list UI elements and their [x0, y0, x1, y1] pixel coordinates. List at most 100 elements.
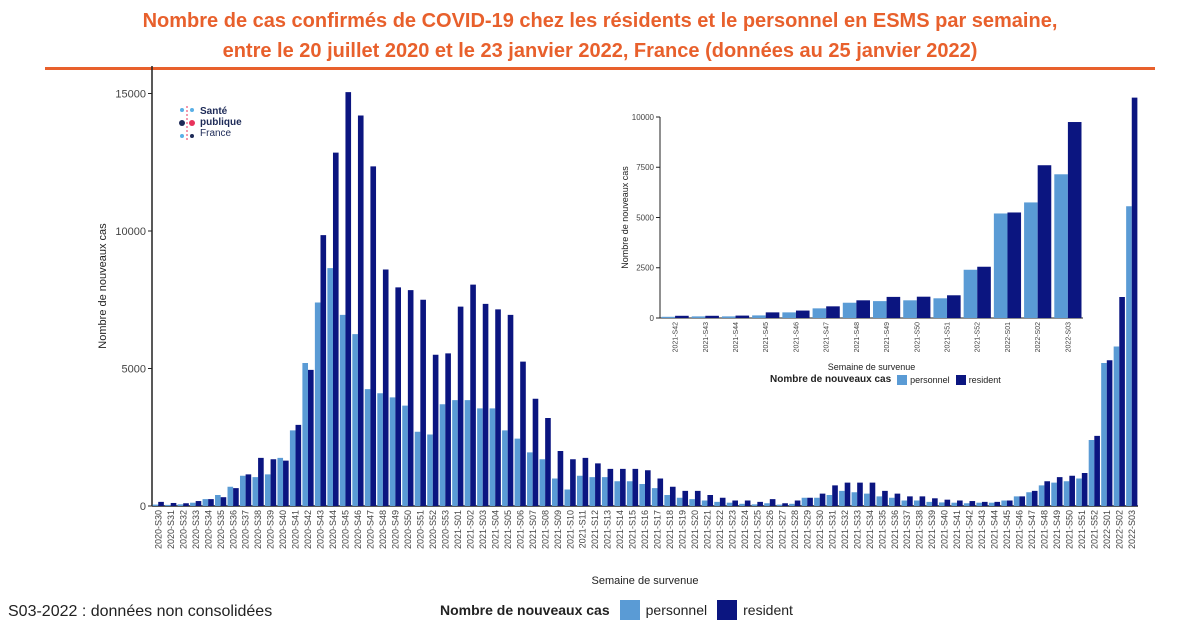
title-line-1: Nombre de cas confirmés de COVID-19 chez…: [142, 10, 1058, 32]
main-bar-personnel: [377, 393, 383, 506]
main-x-tick-label: 2021-S21: [703, 510, 713, 549]
main-x-tick-label: 2020-S34: [203, 510, 213, 549]
main-x-tick-label: 2021-S35: [877, 510, 887, 549]
main-bar-resident: [657, 478, 664, 506]
main-bar-personnel: [177, 504, 184, 506]
main-bar-resident: [1119, 297, 1125, 506]
main-bar-resident: [432, 354, 439, 506]
main-bar-resident: [782, 503, 788, 506]
main-bar-resident: [595, 463, 601, 506]
main-bar-resident: [919, 496, 926, 506]
inset-x-tick-label: 2022-S03: [1065, 322, 1072, 352]
main-bar-resident: [420, 299, 426, 506]
main-bar-resident: [345, 92, 352, 506]
main-x-tick-label: 2021-S38: [915, 510, 925, 549]
main-bar-resident: [932, 498, 938, 506]
main-bar-resident: [1006, 500, 1013, 506]
inset-bar-personnel: [993, 213, 1008, 318]
main-x-tick-label: 2020-S38: [253, 510, 263, 549]
main-bar-resident: [894, 493, 901, 506]
main-bar-personnel: [464, 400, 471, 506]
main-bar-personnel: [951, 502, 958, 506]
main-bar-personnel: [439, 404, 446, 506]
main-bar-resident: [332, 152, 339, 506]
main-x-tick-label: 2021-S30: [815, 510, 825, 549]
main-bar-resident: [732, 500, 738, 506]
main-bar-resident: [969, 501, 976, 506]
main-x-tick-label: 2020-S44: [328, 510, 338, 549]
main-y-tick-label: 0: [140, 501, 146, 513]
main-bar-resident: [819, 493, 826, 506]
main-x-tick-label: 2021-S48: [1040, 510, 1050, 549]
main-bar-resident: [1131, 97, 1138, 506]
main-bar-resident: [1056, 477, 1063, 506]
main-x-tick-label: 2021-S10: [565, 510, 575, 549]
main-x-tick-label: 2020-S35: [216, 510, 226, 549]
legend-title: Nombre de nouveaux cas: [440, 602, 610, 618]
main-bar-resident: [532, 398, 539, 506]
inset-bar-personnel: [812, 308, 827, 318]
inset-bar-personnel: [873, 301, 887, 318]
main-bar-resident: [1106, 360, 1113, 506]
main-x-tick-label: 2021-S34: [865, 510, 875, 549]
inset-bar-personnel: [1054, 174, 1068, 318]
main-bar-resident: [682, 490, 689, 506]
main-bar-resident: [944, 499, 951, 506]
main-x-tick-label: 2021-S08: [540, 510, 550, 549]
main-bar-personnel: [277, 457, 284, 506]
main-bar-resident: [395, 287, 401, 506]
main-x-axis-title: Semaine de survenue: [591, 575, 698, 587]
main-x-tick-label: 2020-S47: [366, 510, 376, 549]
main-x-tick-label: 2020-S50: [403, 510, 413, 549]
main-bar-personnel: [452, 400, 458, 506]
inset-bar-personnel: [721, 316, 736, 318]
inset-x-tick-label: 2021-S52: [975, 322, 982, 352]
main-bar-resident: [195, 501, 202, 506]
main-x-tick-label: 2021-S46: [1015, 510, 1025, 549]
main-bar-resident: [258, 457, 264, 506]
main-bar-personnel: [801, 497, 808, 506]
main-bar-resident: [994, 501, 1001, 506]
main-bar-personnel: [1063, 481, 1070, 506]
main-bar-resident: [520, 361, 526, 506]
main-bar-resident: [744, 500, 751, 506]
main-x-tick-label: 2021-S20: [690, 510, 700, 549]
main-x-tick-label: 2021-S51: [1077, 510, 1087, 549]
main-bar-resident: [407, 290, 414, 506]
main-bar-personnel: [215, 495, 221, 506]
inset-bar-resident: [826, 306, 840, 318]
inset-bar-resident: [977, 266, 991, 318]
main-bar-personnel: [776, 504, 783, 506]
main-bar-personnel: [739, 503, 745, 506]
main-x-tick-label: 2021-S15: [628, 510, 638, 549]
main-bar-personnel: [339, 314, 346, 506]
main-bar-personnel: [676, 497, 683, 506]
main-bar-resident: [370, 166, 377, 506]
inset-x-tick-label: 2021-S42: [673, 322, 680, 352]
main-x-tick-label: 2020-S45: [341, 510, 351, 549]
main-bar-resident: [694, 490, 701, 506]
main-bar-personnel: [851, 492, 858, 506]
main-x-tick-label: 2021-S11: [578, 510, 588, 548]
main-x-tick-label: 2021-S23: [728, 510, 738, 549]
main-bar-personnel: [876, 496, 883, 506]
main-x-tick-label: 2021-S33: [852, 510, 862, 549]
main-bar-personnel: [165, 504, 171, 506]
inset-bar-personnel: [691, 316, 706, 318]
main-bar-personnel: [252, 477, 259, 506]
main-bar-personnel: [202, 499, 209, 506]
inset-chart: 0 2500 5000 7500 10000 2021-S42 2021-S43 2021-S…: [620, 113, 1083, 372]
inset-x-tick-label: 2021-S43: [703, 322, 710, 352]
main-bar-resident: [1044, 481, 1051, 506]
main-x-tick-label: 2022-S03: [1127, 510, 1137, 549]
chart-title: Nombre de cas confirmés de COVID-19 chez…: [0, 6, 1200, 66]
main-bar-personnel: [1051, 482, 1057, 506]
main-bar-personnel: [664, 495, 670, 506]
inset-bar-resident: [916, 296, 931, 318]
inset-bar-resident: [886, 296, 901, 318]
main-x-tick-label: 2020-S51: [415, 510, 425, 549]
main-bar-personnel: [714, 501, 720, 506]
main-bar-resident: [582, 457, 589, 506]
main-x-tick-label: 2021-S05: [503, 510, 513, 549]
